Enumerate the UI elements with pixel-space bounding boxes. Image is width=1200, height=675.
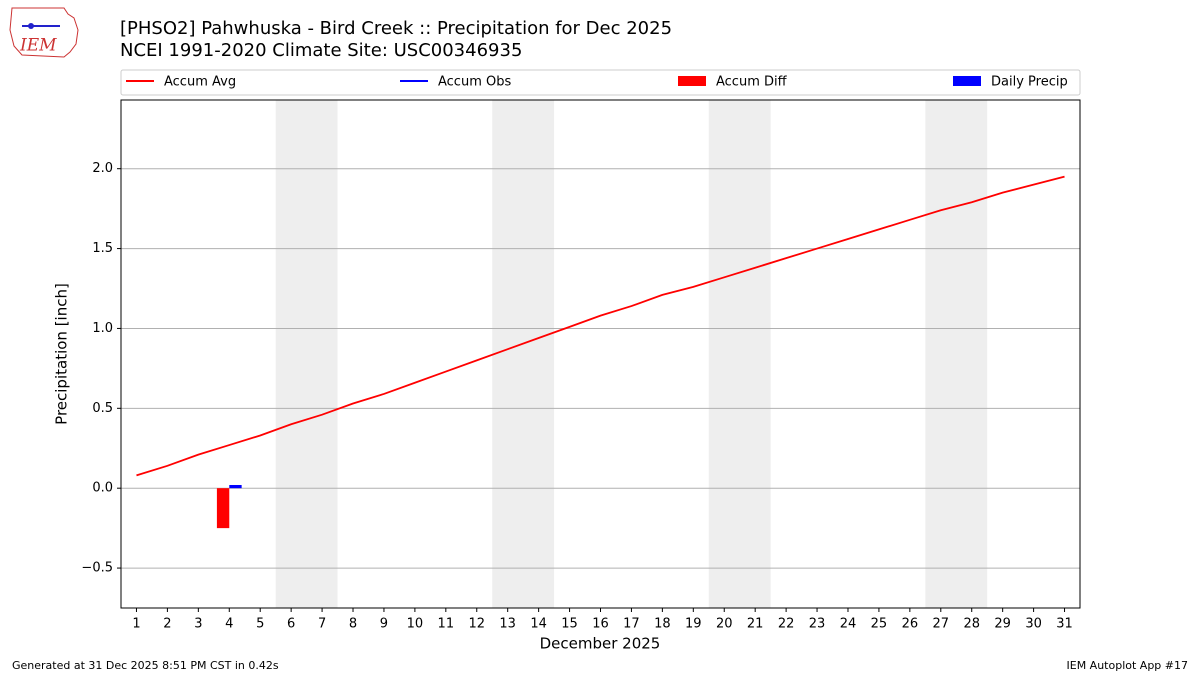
x-tick-label: 2 — [163, 617, 171, 632]
line — [136, 175, 1065, 477]
logo-icon — [28, 23, 34, 29]
bar — [216, 488, 230, 529]
chart-subtitle: NCEI 1991-2020 Climate Site: USC00346935 — [120, 40, 522, 61]
weekend-shade — [708, 100, 771, 608]
x-tick-label: 17 — [623, 617, 640, 632]
y-tick-label: 1.5 — [92, 241, 113, 256]
x-tick-label: 30 — [1025, 617, 1042, 632]
x-tick-label: 25 — [871, 617, 888, 632]
x-tick-label: 15 — [561, 617, 578, 632]
x-tick-label: 4 — [225, 617, 233, 632]
x-tick-label: 24 — [840, 617, 857, 632]
x-tick-label: 20 — [716, 617, 733, 632]
x-tick-label: 21 — [747, 617, 764, 632]
x-tick-label: 9 — [380, 617, 388, 632]
x-tick-label: 8 — [349, 617, 357, 632]
x-tick-label: 19 — [685, 617, 702, 632]
x-tick-label: 22 — [778, 617, 795, 632]
x-tick-label: 27 — [933, 617, 950, 632]
x-tick-label: 1 — [132, 617, 140, 632]
x-tick-label: 11 — [438, 617, 455, 632]
legend-label: Accum Avg — [164, 75, 236, 90]
y-tick-label: 1.0 — [92, 321, 113, 336]
logo-outline — [9, 7, 79, 58]
x-tick-label: 18 — [654, 617, 671, 632]
x-tick-label: 7 — [318, 617, 326, 632]
y-tick-label: 2.0 — [92, 161, 113, 176]
bar — [229, 484, 242, 489]
x-tick-label: 16 — [592, 617, 609, 632]
x-tick-label: 10 — [407, 617, 424, 632]
legend-swatch — [953, 76, 981, 86]
legend-label: Daily Precip — [991, 75, 1068, 90]
x-axis-label: December 2025 — [540, 635, 661, 653]
legend-swatch — [678, 76, 706, 86]
y-tick-label: 0.0 — [92, 481, 113, 496]
chart-title: [PHSO2] Pahwhuska - Bird Creek :: Precip… — [120, 18, 672, 39]
x-tick-label: 3 — [194, 617, 202, 632]
footer-right: IEM Autoplot App #17 — [1067, 659, 1189, 672]
plot-frame — [120, 99, 1081, 609]
y-tick-label: 0.5 — [92, 401, 113, 416]
y-axis-label: Precipitation [inch] — [53, 283, 71, 425]
weekend-shade — [275, 100, 338, 608]
x-tick-label: 26 — [902, 617, 919, 632]
legend — [120, 69, 1081, 96]
logo: IEM — [9, 7, 79, 58]
x-tick-label: 12 — [468, 617, 485, 632]
footer-left: Generated at 31 Dec 2025 8:51 PM CST in … — [12, 659, 279, 672]
logo-text: IEM — [19, 36, 57, 56]
x-tick-label: 13 — [499, 617, 516, 632]
weekend-shade — [925, 100, 988, 608]
y-tick-label: −0.5 — [81, 561, 113, 576]
weekend-shade — [492, 100, 555, 608]
x-tick-label: 28 — [963, 617, 980, 632]
x-tick-label: 31 — [1056, 617, 1073, 632]
x-tick-label: 6 — [287, 617, 295, 632]
x-tick-label: 14 — [530, 617, 547, 632]
x-tick-label: 23 — [809, 617, 826, 632]
legend-label: Accum Diff — [716, 75, 788, 90]
x-tick-label: 5 — [256, 617, 264, 632]
legend-label: Accum Obs — [438, 75, 511, 90]
x-tick-label: 29 — [994, 617, 1011, 632]
